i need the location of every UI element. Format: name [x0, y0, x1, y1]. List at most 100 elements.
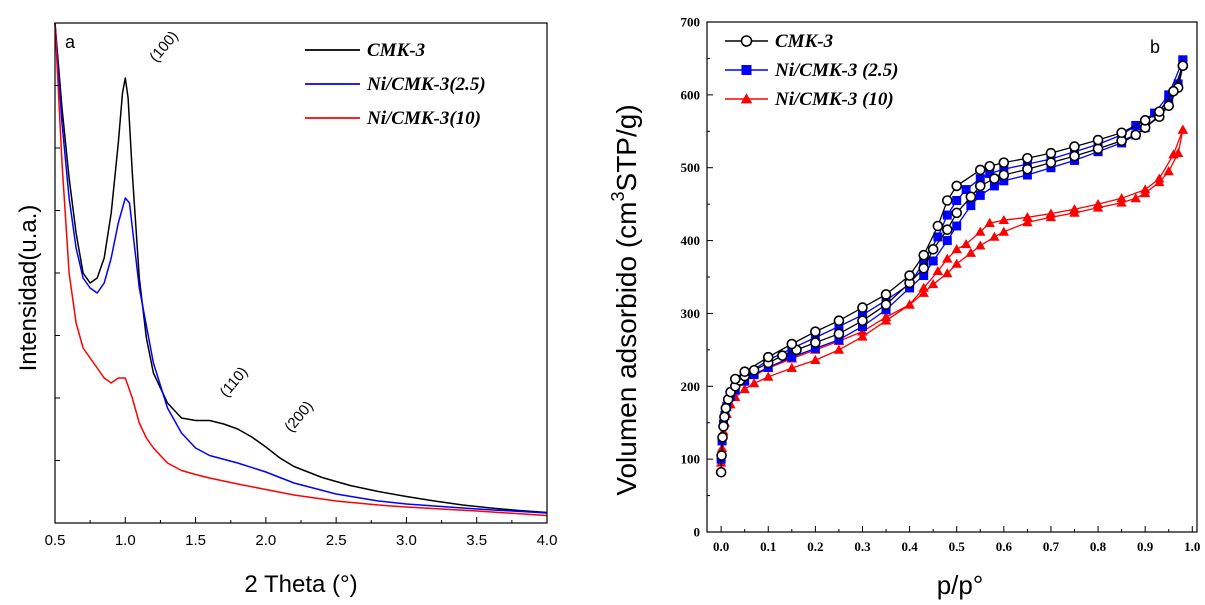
- panel-b-data-point-triangle: [1177, 124, 1189, 134]
- panel-b-data-point-triangle: [1045, 208, 1057, 218]
- panel-a-label: a: [65, 32, 76, 52]
- panel-b-x-tick-label: 0.8: [1090, 539, 1107, 554]
- panel-b-data-point-square: [834, 335, 844, 345]
- panel-b-legend-marker: [740, 93, 753, 104]
- panel-b-data-point-triangle: [810, 354, 821, 364]
- panel-b-data-point-open-circle: [748, 364, 760, 376]
- panel-b-data-point-triangle: [960, 239, 972, 249]
- panel-b-series-ni-cmk-3-2-5: [716, 55, 1188, 464]
- panel-b-data-point-open-circle: [857, 302, 868, 313]
- panel-b-data-point-triangle: [833, 344, 845, 354]
- panel-b-data-point-square: [810, 343, 820, 353]
- panel-b-data-point-open-circle: [1092, 143, 1104, 155]
- panel-a-peak-label: (110): [217, 364, 252, 401]
- panel-b-data-point-triangle: [975, 226, 986, 236]
- panel-a-x-tick-label: 1.5: [185, 532, 206, 549]
- panel-b-y-tick-label: 600: [681, 87, 701, 102]
- panel-b-data-point-triangle: [1168, 149, 1179, 159]
- panel-b-data-point-open-circle: [941, 195, 953, 206]
- panel-a-x-tick-label: 3.5: [466, 532, 487, 549]
- panel-b-data-point-triangle: [1069, 204, 1080, 214]
- panel-b-x-tick-label: 0.7: [1043, 539, 1060, 554]
- panel-b-data-point-open-circle: [998, 157, 1010, 168]
- panel-b-data-point-triangle: [918, 287, 929, 297]
- panel-b-x-axis-title: p/p°: [937, 570, 984, 600]
- panel-b-data-point-open-circle: [1022, 163, 1033, 175]
- panel-b-data-point-triangle: [951, 258, 962, 268]
- panel-b-data-point-open-circle: [1045, 157, 1057, 168]
- panel-b-x-tick-label: 0.5: [949, 539, 966, 554]
- panel-b-data-point-open-circle: [974, 180, 986, 192]
- panel-b-data-point-open-circle: [1139, 115, 1151, 126]
- panel-b-data-point-square: [928, 256, 938, 266]
- panel-b-data-point-open-circle: [927, 244, 939, 255]
- panel-a-peak-label: (200): [281, 398, 317, 436]
- panel-a-series-line-ni-cmk-3-10: [54, 22, 548, 517]
- panel-b-data-point-open-circle: [786, 338, 798, 350]
- panel-b-data-point-triangle: [1022, 212, 1033, 222]
- panel-a-x-axis-title: 2 Theta (°): [244, 571, 357, 598]
- panel-b-x-tick-label: 0.9: [1137, 539, 1154, 554]
- panel-b-data-point-triangle: [786, 362, 797, 372]
- panel-b-x-tick-label: 0.1: [760, 539, 776, 554]
- panel-b-data-point-open-circle: [880, 289, 892, 300]
- panel-b-data-point-square: [1164, 90, 1174, 100]
- panel-b-data-point-open-circle: [989, 173, 1000, 184]
- panel-a-legend-label: CMK-3: [367, 40, 425, 61]
- panel-a-legend: CMK-3 Ni/CMK-3(2.5) Ni/CMK-3(10): [305, 40, 486, 129]
- panel-b-data-point-square: [966, 201, 976, 211]
- panel-b-x-tick-label: 0.0: [713, 539, 729, 554]
- panel-b-data-point-open-circle: [904, 270, 915, 281]
- panel-b-x-ticks: 0.0 0.1 0.2 0.3 0.4 0.5 0.6 0.7 0.8 0.9 1.0: [713, 526, 1200, 554]
- panel-b-series-group: [715, 55, 1189, 478]
- panel-b-data-point-open-circle: [762, 351, 774, 363]
- panel-b-data-point-open-circle: [1045, 147, 1057, 159]
- panel-b-data-point-triangle: [965, 247, 977, 257]
- panel-b-data-point-open-circle: [1069, 150, 1080, 162]
- panel-b-series-line-adsorption: [720, 129, 1184, 463]
- panel-b-isotherm-chart: 0.0 0.1 0.2 0.3 0.4 0.5 0.6 0.7 0.8 0.9 1.0 0 100 20…: [608, 15, 1200, 601]
- panel-b-data-point-triangle: [1139, 184, 1151, 194]
- panel-b-data-point-open-circle: [880, 299, 892, 310]
- panel-b-data-point-square: [834, 322, 844, 332]
- panel-a-x-tick-label: 2.5: [326, 532, 347, 549]
- panel-b-x-tick-label: 0.3: [854, 539, 871, 554]
- panel-b-x-tick-label: 0.2: [807, 539, 823, 554]
- panel-b-legend-marker: [740, 35, 753, 47]
- panel-a-y-ticks: [55, 22, 60, 461]
- panel-b-legend-label: CMK-3: [775, 31, 833, 52]
- panel-a-legend-label: Ni/CMK-3(2.5): [366, 74, 486, 95]
- panel-b-series-line-adsorption: [720, 59, 1184, 460]
- panel-a-series-group: [54, 22, 548, 517]
- panel-b-data-point-triangle: [932, 265, 944, 276]
- panel-b-y-tick-label: 100: [681, 452, 701, 467]
- panel-b-y-axis-title-tail: STP/g): [611, 104, 642, 191]
- panel-b-data-point-triangle: [942, 268, 953, 278]
- panel-b-data-point-open-circle: [998, 169, 1010, 181]
- panel-b-data-point-open-circle: [718, 421, 729, 432]
- panel-a-x-tick-label: 2.0: [255, 532, 276, 549]
- panel-b-data-point-open-circle: [1022, 152, 1033, 164]
- panel-b-y-ticks: 0 100 200 300 400 500 600 700: [681, 15, 713, 540]
- panel-b-data-point-triangle: [927, 279, 939, 289]
- panel-b-x-tick-label: 0.6: [996, 539, 1013, 554]
- panel-b-legend-marker: [741, 65, 752, 75]
- panel-b-data-point-square: [942, 236, 952, 246]
- panel-b-data-point-square: [989, 181, 999, 191]
- panel-b-data-point-triangle: [998, 214, 1010, 225]
- panel-b-y-tick-label: 0: [694, 525, 701, 540]
- panel-b-data-point-open-circle: [729, 373, 741, 385]
- panel-b-data-point-triangle: [951, 244, 962, 254]
- panel-b-data-point-square: [1178, 55, 1188, 65]
- panel-b-data-point-triangle: [984, 217, 995, 227]
- panel-b-data-point-square: [999, 164, 1009, 174]
- panel-b-data-point-open-circle: [716, 450, 727, 461]
- panel-b-data-point-open-circle: [951, 207, 963, 219]
- panel-b-data-point-open-circle: [1130, 129, 1142, 141]
- panel-b-data-point-open-circle: [1177, 60, 1189, 72]
- panel-b-data-point-triangle: [748, 378, 760, 388]
- panel-a-x-ticks: 0.5 1.0 1.5 2.0 2.5 3.0 3.5 4.0: [45, 517, 557, 549]
- panel-b-data-point-triangle: [739, 384, 750, 394]
- panel-b-data-point-square: [933, 232, 943, 242]
- panel-b-y-tick-label: 300: [681, 306, 701, 321]
